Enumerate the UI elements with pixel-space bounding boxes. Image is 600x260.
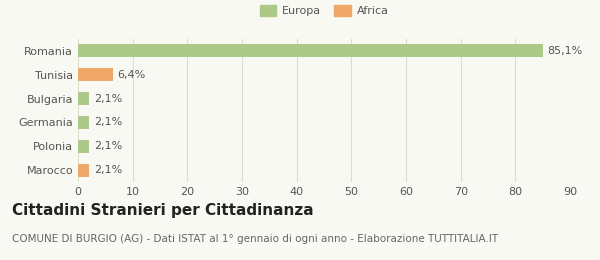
Text: 6,4%: 6,4% xyxy=(118,70,146,80)
Bar xyxy=(78,92,89,105)
Bar xyxy=(78,116,89,129)
Text: 2,1%: 2,1% xyxy=(94,141,122,151)
Text: COMUNE DI BURGIO (AG) - Dati ISTAT al 1° gennaio di ogni anno - Elaborazione TUT: COMUNE DI BURGIO (AG) - Dati ISTAT al 1°… xyxy=(12,234,498,244)
Text: Cittadini Stranieri per Cittadinanza: Cittadini Stranieri per Cittadinanza xyxy=(12,203,314,218)
Text: 2,1%: 2,1% xyxy=(94,118,122,127)
Bar xyxy=(78,164,89,177)
Text: 85,1%: 85,1% xyxy=(548,46,583,56)
Bar xyxy=(78,140,89,153)
Legend: Europa, Africa: Europa, Africa xyxy=(256,2,392,20)
Text: 2,1%: 2,1% xyxy=(94,94,122,103)
Bar xyxy=(78,68,113,81)
Text: 2,1%: 2,1% xyxy=(94,165,122,175)
Bar xyxy=(78,44,543,57)
